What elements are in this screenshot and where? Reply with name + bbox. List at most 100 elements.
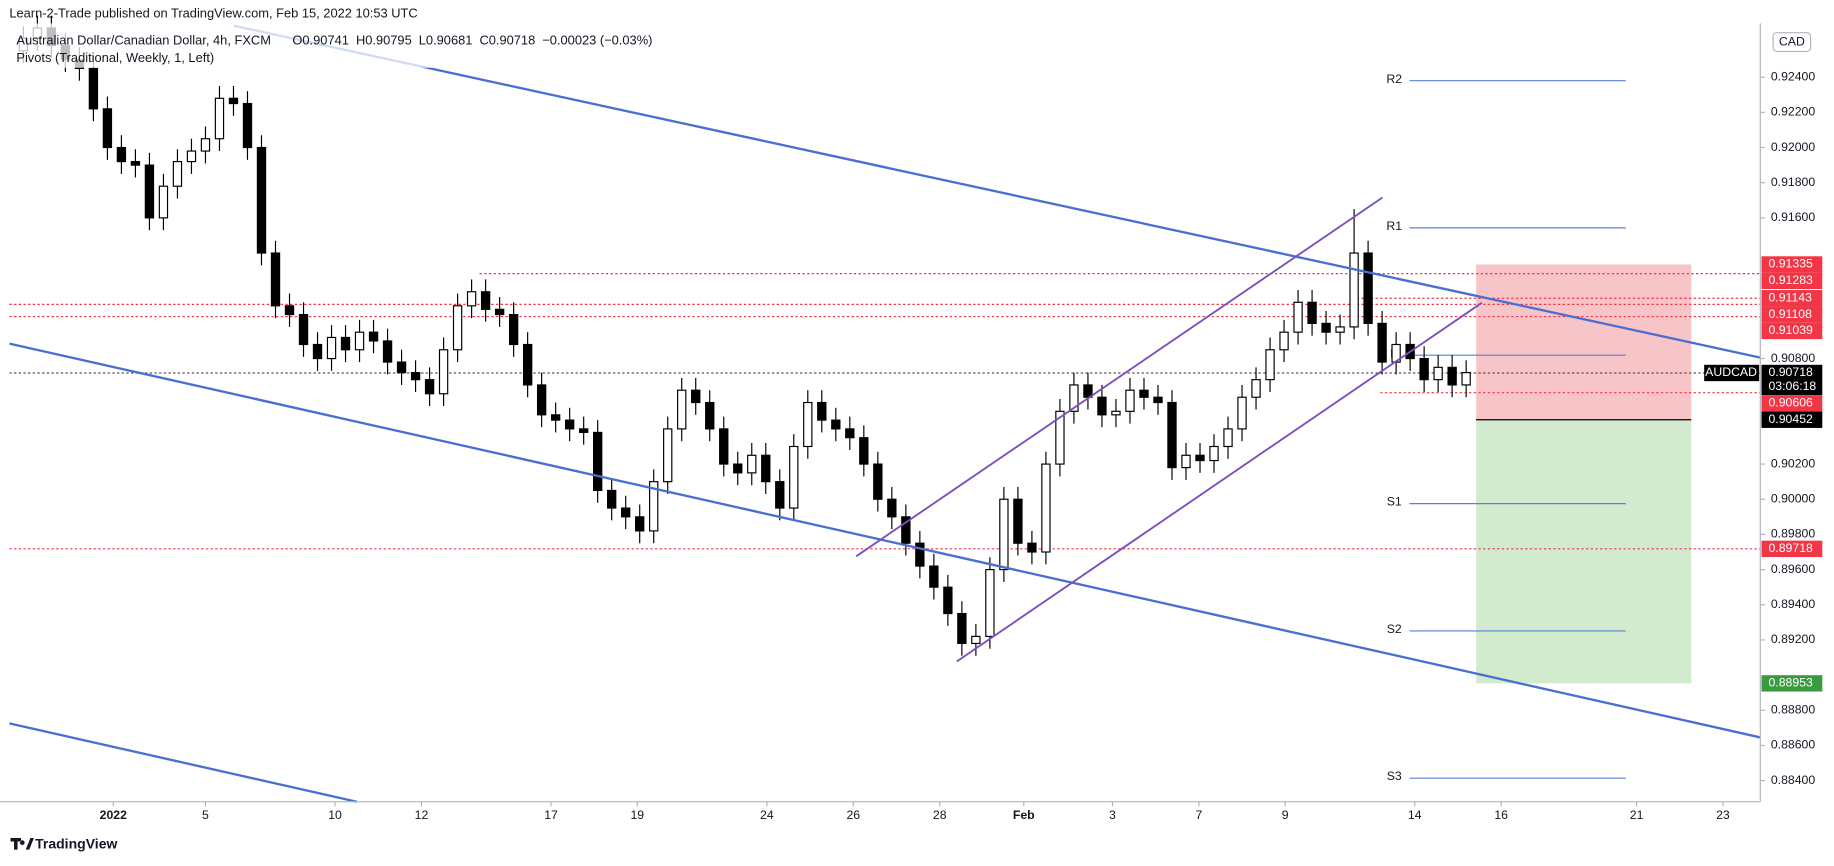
candle-body: [550, 414, 561, 421]
pivot-label: R1: [1386, 219, 1402, 233]
y-tick-label: 0.88400: [1771, 773, 1816, 787]
ohlc-header: O0.90741 H0.90795 L0.90681 C0.90718 −0.00023…: [292, 32, 652, 47]
candle-body: [621, 507, 631, 518]
candle-body: [1223, 428, 1233, 448]
candle-body: [1181, 454, 1191, 469]
candle-body: [789, 445, 799, 509]
candle-body: [116, 146, 127, 163]
price-label: 0.91283: [1769, 273, 1814, 287]
candle-body: [733, 463, 743, 474]
candle-body: [1013, 498, 1023, 544]
price-label-box: [1761, 256, 1823, 273]
candle-body: [130, 161, 141, 166]
x-tick-label: 7: [1195, 808, 1202, 822]
pivot-label: S2: [1387, 622, 1402, 636]
candle-body: [691, 389, 701, 404]
candle-body: [592, 431, 603, 492]
candle-body: [901, 516, 911, 544]
candle-body: [817, 401, 827, 421]
candle-body: [200, 138, 211, 152]
price-label-box: [1761, 364, 1823, 396]
ohlc-value: L0.90681: [419, 32, 473, 47]
candle-body: [578, 428, 589, 434]
currency-box: [1772, 32, 1812, 53]
candle-body: [536, 384, 547, 416]
candle-body: [186, 150, 197, 163]
candle-body: [1209, 445, 1219, 462]
left-margin: [0, 23, 10, 802]
candle-body: [88, 67, 99, 110]
price-label-box: [1761, 306, 1823, 323]
candle-body: [424, 379, 435, 395]
x-tick-label: 24: [760, 808, 774, 822]
ohlc-value: −0.00023 (−0.03%): [542, 32, 652, 47]
trend-lines: [9, 24, 1761, 803]
candle-body: [396, 361, 407, 374]
candle-body: [298, 314, 309, 346]
x-tick-label: 16: [1494, 808, 1508, 822]
price-label: 0.91108: [1769, 307, 1813, 321]
price-label-box: [1761, 411, 1823, 428]
candle-body: [1307, 301, 1317, 324]
candle-body: [803, 401, 813, 448]
x-tick-label: 2022: [100, 808, 127, 822]
candle-body: [943, 586, 953, 615]
candle-body: [1055, 410, 1065, 465]
price-label: 0.91335: [1769, 257, 1814, 271]
y-tick-label: 0.91600: [1771, 210, 1816, 224]
candle-body: [354, 331, 365, 351]
candle-body: [438, 349, 449, 395]
ohlc-value: C0.90718: [479, 32, 535, 47]
price-label: 0.90452: [1769, 412, 1814, 426]
candle-body: [607, 489, 617, 509]
candle-body: [1377, 322, 1387, 363]
candle-body: [1167, 401, 1177, 469]
logo: [10, 837, 34, 850]
y-tick-label: 0.91800: [1771, 175, 1816, 189]
indicator-title: Pivots (Traditional, Weekly, 1, Left): [16, 50, 214, 65]
x-tick-label: 12: [415, 808, 429, 822]
price-label-box: [1761, 322, 1823, 340]
candle-body: [957, 612, 967, 645]
candle-body: [312, 343, 323, 360]
candle-body: [915, 542, 925, 567]
y-tick-label: 0.92400: [1771, 69, 1816, 83]
candle-body: [1027, 542, 1037, 553]
y-tick-label: 0.90200: [1771, 456, 1816, 470]
candle-body: [158, 185, 169, 219]
y-tick-label: 0.89400: [1771, 597, 1816, 611]
candle-body: [228, 97, 239, 105]
x-tick-label: 17: [544, 808, 558, 822]
candle-body: [172, 161, 183, 187]
x-tick-label: 19: [630, 808, 644, 822]
candle-body: [508, 314, 519, 346]
candle-body: [242, 102, 253, 149]
candle-body: [1349, 252, 1359, 328]
candle-body: [564, 419, 575, 430]
candle-body: [929, 565, 939, 588]
trend-line: [9, 342, 1761, 739]
channel-line: [855, 196, 1384, 558]
candle-body: [775, 481, 785, 509]
candle-body: [677, 389, 687, 430]
candle-body: [635, 516, 645, 532]
candle-body: [719, 428, 729, 465]
y-tick-label: 0.89200: [1771, 632, 1816, 646]
candle-body: [1153, 396, 1163, 404]
candle-body: [1237, 396, 1247, 430]
candle-body: [1461, 372, 1471, 386]
x-tick-label: 28: [933, 808, 947, 822]
candle-body: [1363, 252, 1373, 324]
x-tick-label: 3: [1109, 808, 1116, 822]
candle-body: [102, 108, 113, 149]
y-tick-label: 0.92200: [1771, 105, 1816, 119]
legend-bg: [0, 23, 550, 68]
x-tick-label: 10: [328, 808, 342, 822]
candle-body: [831, 419, 841, 430]
x-tick-label: 26: [846, 808, 860, 822]
symbol-box: [1704, 364, 1760, 382]
price-label-box: [1761, 675, 1823, 692]
candle-body: [256, 146, 267, 254]
candle-body: [761, 454, 771, 483]
